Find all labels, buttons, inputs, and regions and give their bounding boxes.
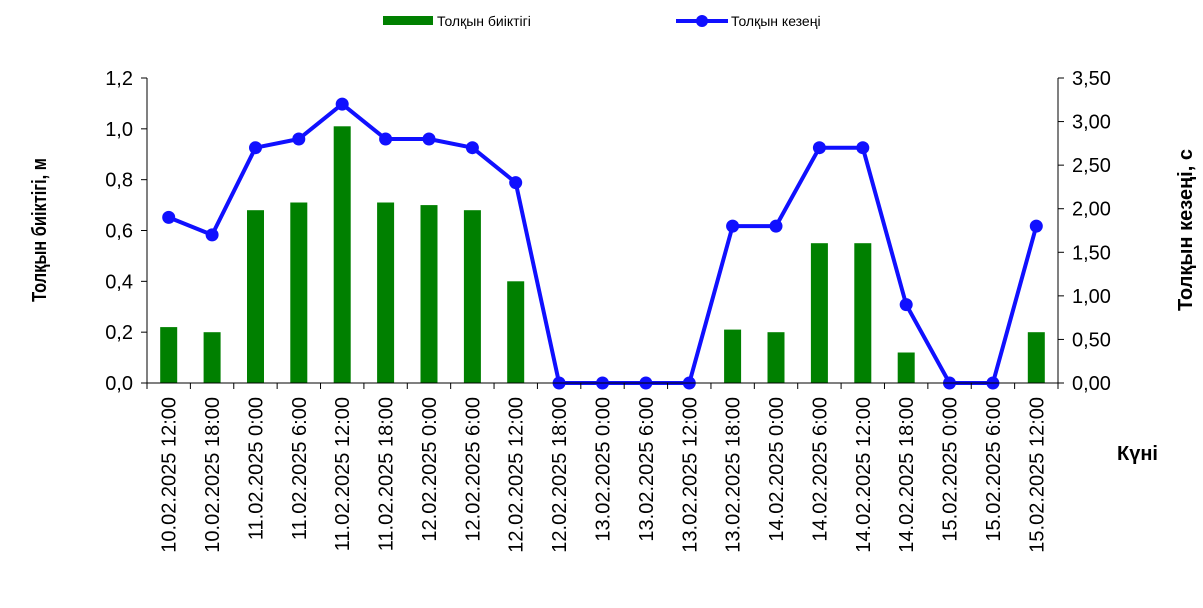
x-tick-label: 13.02.2025 18:00 [723,397,745,553]
point-wave-period [856,141,870,155]
bar-wave-height [333,126,351,384]
bar-series-wave-height [160,126,1045,384]
x-tick-label: 14.02.2025 0:00 [766,397,788,542]
right-tick-label: 3,00 [1072,112,1111,134]
point-wave-period [205,228,219,242]
right-tick-label: 3,50 [1072,68,1111,90]
x-tick-label: 12.02.2025 6:00 [462,397,484,542]
point-wave-period [335,97,349,111]
right-axis-title: Толқын кезеңі, с [1175,149,1197,311]
line-series-wave-period [162,97,1043,390]
point-wave-period [379,132,393,146]
legend: Толқын биіктігі Толқын кезеңі [383,13,821,29]
bar-wave-height [810,243,828,383]
x-tick-label: 12.02.2025 0:00 [419,397,441,542]
legend-swatch-wave-height [383,16,433,25]
x-tick-label: 12.02.2025 18:00 [549,397,571,553]
legend-label-wave-height: Толқын биіктігі [437,13,531,29]
left-tick-label: 0,2 [105,322,133,344]
x-tick-label: 13.02.2025 12:00 [679,397,701,553]
right-tick-label: 1,00 [1072,286,1111,308]
left-tick-label: 0,6 [105,221,133,243]
point-wave-period [422,132,436,146]
point-wave-period [292,132,306,146]
x-tick-label: 13.02.2025 0:00 [593,397,615,542]
right-axis-ticks: 0,00 0,50 1,00 1,50 2,00 2,50 3,00 3,50 [1058,68,1111,395]
right-tick-label: 2,00 [1072,199,1111,221]
point-wave-period [812,141,826,155]
x-tick-label: 15.02.2025 6:00 [983,397,1005,542]
bar-wave-height [463,210,481,383]
bar-wave-height [160,327,178,383]
x-tick-label: 10.02.2025 12:00 [159,397,181,553]
x-tick-label: 15.02.2025 0:00 [940,397,962,542]
point-wave-period [1029,219,1043,233]
x-tick-label: 14.02.2025 12:00 [853,397,875,553]
bar-wave-height [203,332,221,383]
bar-wave-height [767,332,785,383]
legend-label-wave-period: Толқын кезеңі [731,13,821,29]
point-wave-period [249,141,262,155]
x-tick-label: 10.02.2025 18:00 [202,397,224,553]
bar-wave-height [507,281,525,383]
point-wave-period [899,298,913,312]
right-tick-label: 0,00 [1072,373,1111,395]
bar-wave-height [724,329,742,383]
left-tick-label: 0,4 [105,271,133,293]
point-wave-period [769,219,783,233]
point-wave-period [465,141,479,155]
x-tick-label: 11.02.2025 0:00 [246,397,268,540]
right-tick-label: 1,50 [1072,242,1111,264]
bar-wave-height [897,352,915,383]
x-tick-label: 11.02.2025 18:00 [376,397,398,551]
left-tick-label: 1,2 [105,68,133,90]
x-tick-label: 14.02.2025 6:00 [809,397,831,542]
bar-wave-height [854,243,872,383]
bar-wave-height [247,210,264,383]
right-tick-label: 0,50 [1072,329,1111,351]
point-wave-period [509,176,523,190]
x-tick-label: 15.02.2025 12:00 [1026,397,1048,553]
legend-marker-wave-period [696,15,708,27]
right-tick-label: 2,50 [1072,155,1111,177]
x-tick-label: 11.02.2025 6:00 [289,397,311,540]
bar-wave-height [377,202,395,383]
left-axis-title: Толқын биіктігі, м [27,158,50,302]
bar-wave-height [420,205,438,383]
plot-area: 0,0 0,2 0,4 0,6 0,8 1,0 1,2 0,00 0,50 1,00 1,50 2,… [105,68,1111,553]
x-tick-label: 13.02.2025 6:00 [636,397,658,542]
x-axis-title: Күні [1117,443,1158,465]
left-tick-label: 1,0 [105,119,133,141]
bar-wave-height [1027,332,1045,383]
left-axis-ticks: 0,0 0,2 0,4 0,6 0,8 1,0 1,2 [105,68,147,395]
x-axis-ticks: 10.02.2025 12:00 10.02.2025 18:00 11.02.20… [146,383,1059,553]
x-tick-label: 11.02.2025 12:00 [332,397,354,551]
point-wave-period [726,219,740,233]
point-wave-period [162,210,176,224]
left-tick-label: 0,8 [105,170,133,192]
x-tick-label: 14.02.2025 18:00 [896,397,918,553]
bar-wave-height [290,202,308,383]
left-tick-label: 0,0 [105,373,133,395]
x-tick-label: 12.02.2025 12:00 [506,397,528,553]
